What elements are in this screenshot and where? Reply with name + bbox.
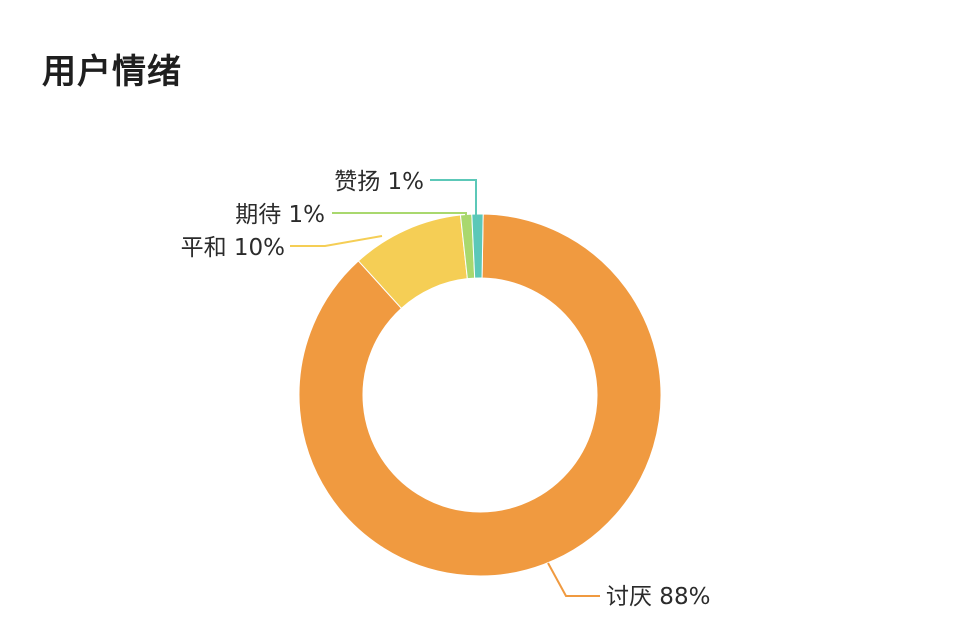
slice-label-1: 平和 10% <box>181 235 285 261</box>
slice-label-0: 讨厌 88% <box>606 584 710 610</box>
leader-line-0 <box>547 562 600 597</box>
chart-title: 用户情绪 <box>42 52 182 92</box>
leader-line-1 <box>290 235 383 247</box>
slice-0 <box>298 213 662 577</box>
leader-line-2 <box>332 212 467 218</box>
leader-line-3 <box>430 179 477 217</box>
slice-label-3: 赞扬 1% <box>334 169 424 195</box>
slice-label-2: 期待 1% <box>235 202 325 228</box>
